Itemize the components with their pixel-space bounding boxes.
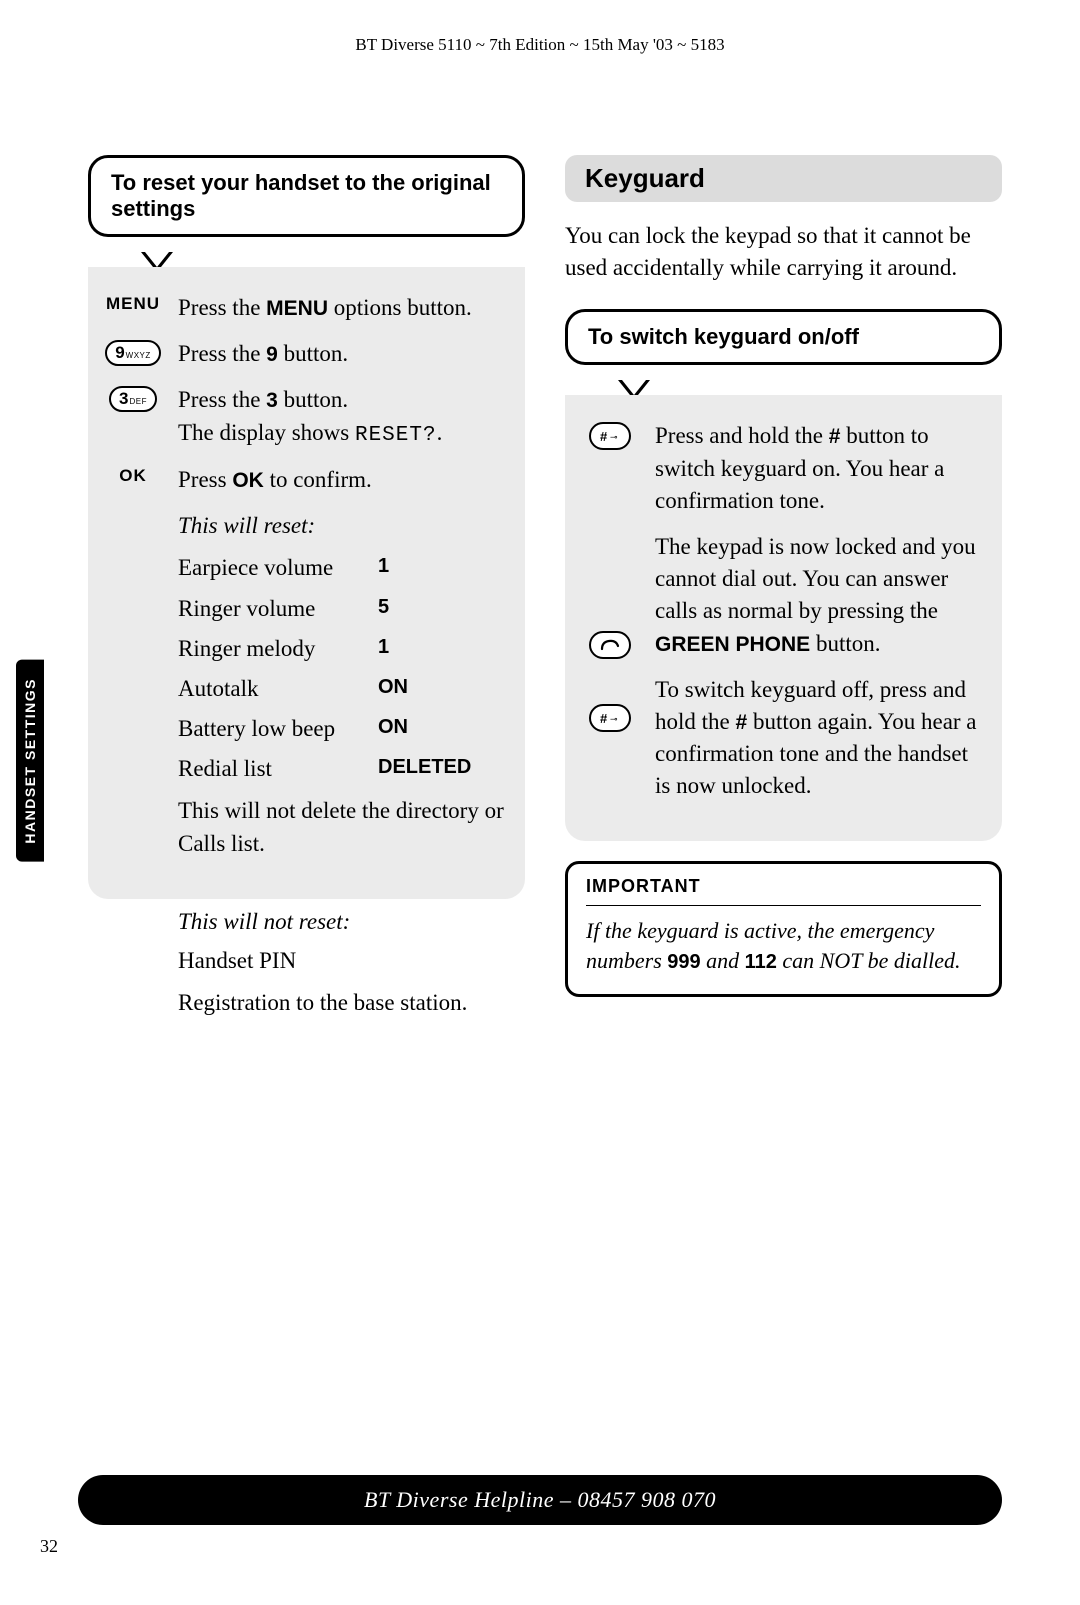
t: 9 [266, 343, 278, 366]
footer-helpline: BT Diverse Helpline – 08457 908 070 [78, 1475, 1002, 1525]
hash-key-icon: #⊸ [589, 704, 631, 732]
after-reset-block: This will not reset: Handset PIN Registr… [88, 899, 525, 1019]
table-value: 5 [378, 593, 389, 625]
reset-hdr: This will reset: [178, 510, 505, 542]
table-label: Ringer volume [178, 593, 378, 625]
reset-table: Earpiece volume1Ringer volume5Ringer mel… [178, 552, 505, 785]
right-column: Keyguard You can lock the keypad so that… [565, 155, 1002, 1019]
left-column: To reset your handset to the original se… [88, 155, 525, 1019]
important-hdr: IMPORTANT [586, 876, 981, 906]
step-9: 9WXYZ Press the 9 button. [88, 338, 525, 370]
menu-label: MENU [106, 294, 160, 314]
t: Press and hold the [655, 423, 829, 448]
t: RESET? [355, 424, 437, 447]
t: 112 [745, 951, 777, 973]
kg-step-3: #⊸ To switch keyguard off, press and hol… [565, 674, 1002, 803]
t: button. [278, 387, 348, 412]
t: Press the [178, 341, 266, 366]
table-label: Ringer melody [178, 633, 378, 665]
doc-header: BT Diverse 5110 ~ 7th Edition ~ 15th May… [0, 0, 1080, 55]
t: GREEN PHONE [655, 633, 810, 656]
t: MENU [266, 297, 328, 320]
table-row: Earpiece volume1 [178, 552, 505, 584]
important-box: IMPORTANT If the keyguard is active, the… [565, 861, 1002, 997]
t: Press the [178, 387, 266, 412]
noreset-2: Registration to the base station. [178, 987, 505, 1019]
noreset-1: Handset PIN [178, 945, 505, 977]
kg-step-2: The keypad is now locked and you cannot … [565, 531, 1002, 660]
t: and [701, 948, 745, 973]
svg-text:#: # [600, 711, 608, 726]
keyguard-header: Keyguard [565, 155, 1002, 202]
key-3-icon: 3DEF [109, 386, 157, 412]
table-value: ON [378, 713, 408, 745]
step-3: 3DEF Press the 3 button. The display sho… [88, 384, 525, 450]
t: Press the [178, 295, 266, 320]
callout-keyguard: To switch keyguard on/off [565, 309, 1002, 365]
page-number: 32 [40, 1536, 58, 1557]
ok-label: OK [119, 466, 147, 486]
kg-step-1: #⊸ Press and hold the # button to switch… [565, 420, 1002, 517]
t: 999 [667, 951, 700, 973]
table-row: Redial listDELETED [178, 753, 505, 785]
table-row: Ringer melody1 [178, 633, 505, 665]
table-row: Ringer volume5 [178, 593, 505, 625]
svg-text:⊸: ⊸ [610, 714, 618, 724]
t: to confirm. [264, 467, 372, 492]
table-value: 1 [378, 552, 389, 584]
green-phone-icon [589, 631, 631, 659]
t: options button. [328, 295, 472, 320]
table-value: 1 [378, 633, 389, 665]
reset-list-block: This will reset: Earpiece volume1Ringer … [88, 510, 525, 860]
reset-steps-panel: MENU Press the MENU options button. 9WXY… [88, 267, 525, 899]
svg-text:⊸: ⊸ [610, 432, 618, 442]
callout-reset-text: To reset your handset to the original se… [111, 170, 491, 221]
table-label: Battery low beep [178, 713, 378, 745]
table-row: Battery low beepON [178, 713, 505, 745]
t: # [829, 425, 841, 448]
table-label: Earpiece volume [178, 552, 378, 584]
t: # [736, 711, 748, 734]
noreset-hdr: This will not reset: [178, 909, 505, 935]
step-ok: OK Press OK to confirm. [88, 464, 525, 496]
callout-keyguard-text: To switch keyguard on/off [588, 324, 859, 349]
table-value: DELETED [378, 753, 471, 785]
table-label: Autotalk [178, 673, 378, 705]
callout-reset: To reset your handset to the original se… [88, 155, 525, 237]
t: button. [810, 631, 880, 656]
note1: This will not delete the directory or Ca… [178, 795, 505, 859]
table-label: Redial list [178, 753, 378, 785]
t: The keypad is now locked and you cannot … [655, 534, 976, 623]
keyguard-steps-panel: #⊸ Press and hold the # button to switch… [565, 395, 1002, 841]
t: Press [178, 467, 232, 492]
t: button. [278, 341, 348, 366]
t: OK [232, 469, 264, 492]
important-body: If the keyguard is active, the emergency… [586, 916, 981, 976]
step-menu: MENU Press the MENU options button. [88, 292, 525, 324]
side-tab: HANDSET SETTINGS [16, 660, 44, 862]
t: 3 [266, 389, 278, 412]
key-9-icon: 9WXYZ [105, 340, 161, 366]
hash-key-icon: #⊸ [589, 422, 631, 450]
table-value: ON [378, 673, 408, 705]
t: The display shows [178, 420, 355, 445]
keyguard-intro: You can lock the keypad so that it canno… [565, 220, 1002, 284]
table-row: AutotalkON [178, 673, 505, 705]
t: can NOT be dialled. [777, 948, 961, 973]
svg-text:#: # [600, 429, 608, 444]
